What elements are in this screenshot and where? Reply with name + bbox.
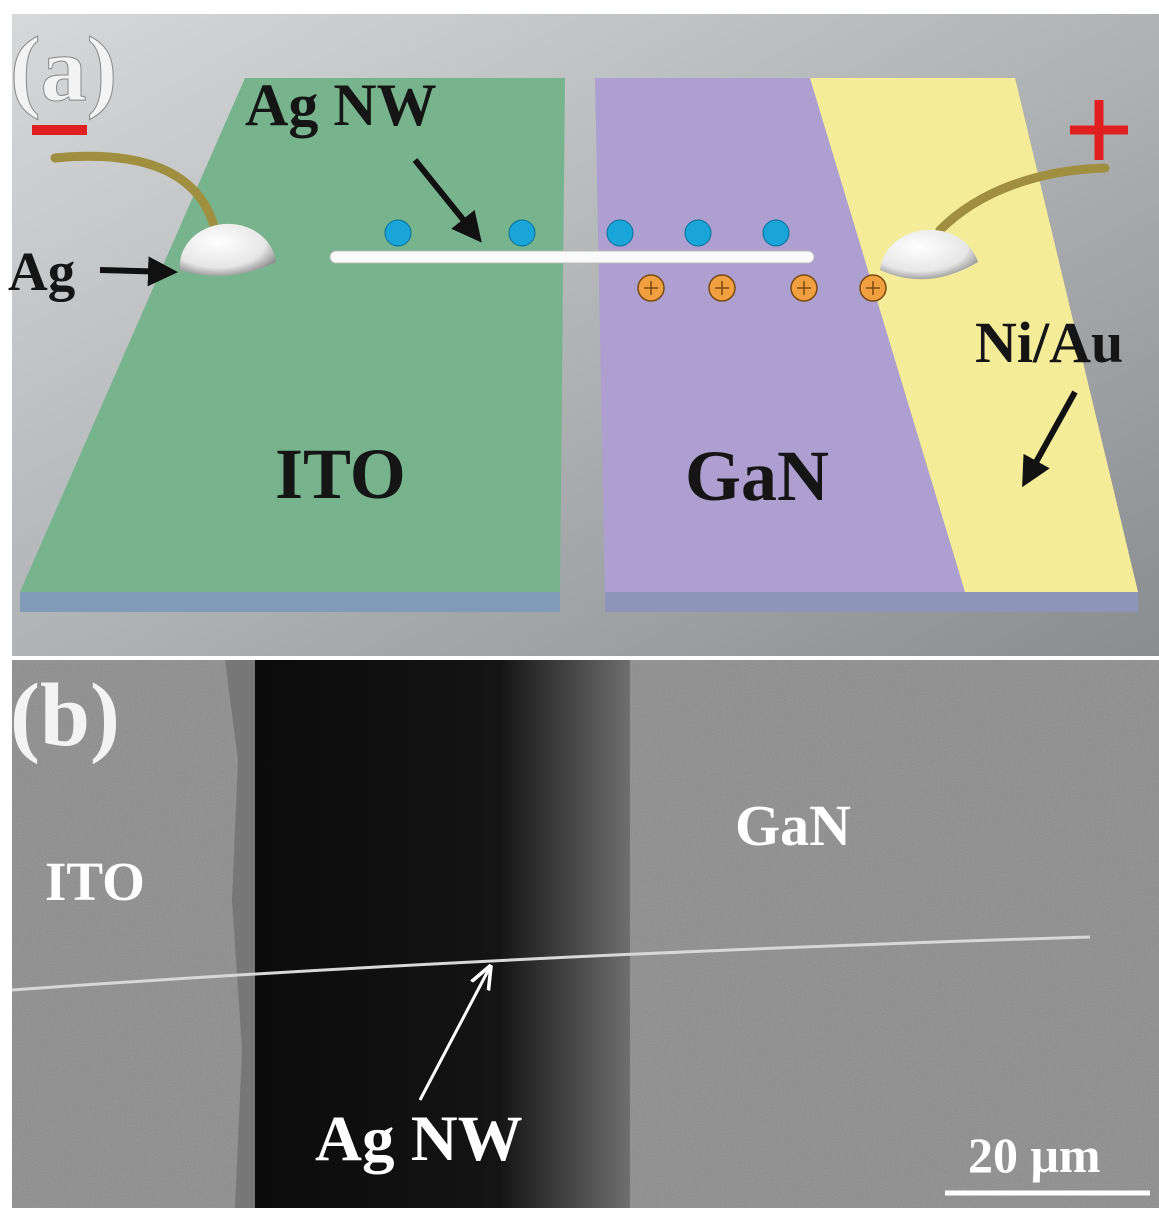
label: GaN — [685, 436, 829, 516]
panel-label: (a) — [10, 18, 117, 120]
label: ITO — [275, 434, 406, 514]
ito-edge — [20, 592, 560, 612]
label: GaN — [735, 793, 851, 858]
scale-label: 20 μm — [968, 1127, 1101, 1183]
gan-edge — [605, 592, 1138, 612]
figure: (a) Ag NW Ag Ni/Au ITO GaN (b) ITO GaN A… — [0, 0, 1159, 1208]
panel-b: (b) ITO GaN Ag NW 20 μm — [10, 660, 1159, 1208]
label: Ag — [8, 241, 75, 302]
label: ITO — [45, 851, 145, 912]
panel-a: (a) Ag NW Ag Ni/Au ITO GaN — [8, 14, 1159, 656]
label: Ni/Au — [975, 310, 1123, 375]
label: Ag NW — [245, 72, 437, 138]
minus-sign — [32, 125, 87, 135]
nanowire — [330, 251, 814, 263]
panel-label: (b) — [10, 666, 120, 765]
arrow — [100, 270, 172, 272]
label: Ag NW — [315, 1103, 523, 1175]
